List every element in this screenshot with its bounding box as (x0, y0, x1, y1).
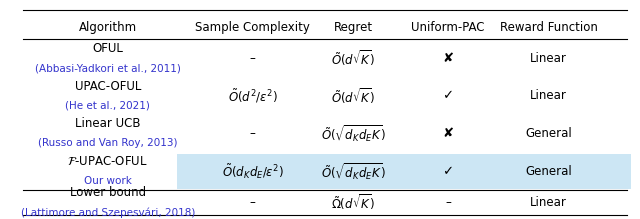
Text: $\tilde{O}(d^2/\epsilon^2)$: $\tilde{O}(d^2/\epsilon^2)$ (228, 87, 278, 105)
Text: UPAC-OFUL: UPAC-OFUL (75, 79, 141, 93)
Text: $\tilde{O}(\sqrt{d_K d_E K})$: $\tilde{O}(\sqrt{d_K d_E K})$ (321, 123, 386, 144)
Text: (He et al., 2021): (He et al., 2021) (65, 101, 150, 111)
Text: Linear UCB: Linear UCB (75, 117, 141, 130)
Text: $\mathcal{F}$-UPAC-OFUL: $\mathcal{F}$-UPAC-OFUL (67, 155, 148, 168)
Text: ✘: ✘ (442, 127, 454, 140)
Text: General: General (525, 165, 572, 178)
Text: –: – (250, 127, 255, 140)
Text: (Russo and Van Roy, 2013): (Russo and Van Roy, 2013) (38, 138, 178, 148)
Text: –: – (250, 196, 255, 209)
Text: (Lattimore and Szepesvári, 2018): (Lattimore and Szepesvári, 2018) (20, 207, 195, 217)
Text: Reward Function: Reward Function (500, 21, 598, 34)
Text: Uniform-PAC: Uniform-PAC (411, 21, 484, 34)
Text: Lower bound: Lower bound (70, 186, 146, 199)
Text: Linear: Linear (531, 52, 567, 65)
Text: –: – (250, 52, 255, 65)
Text: Our work: Our work (84, 176, 132, 186)
Text: OFUL: OFUL (92, 42, 124, 55)
Text: Linear: Linear (531, 196, 567, 209)
Text: General: General (525, 127, 572, 140)
Text: $\tilde{O}(d_K d_E/\epsilon^2)$: $\tilde{O}(d_K d_E/\epsilon^2)$ (221, 162, 284, 181)
FancyBboxPatch shape (177, 154, 630, 189)
Text: $\tilde{O}(d\sqrt{K})$: $\tilde{O}(d\sqrt{K})$ (332, 86, 376, 106)
Text: Sample Complexity: Sample Complexity (195, 21, 310, 34)
Text: ✘: ✘ (442, 52, 454, 65)
Text: $\tilde{O}(\sqrt{d_K d_E K})$: $\tilde{O}(\sqrt{d_K d_E K})$ (321, 161, 386, 182)
Text: ✓: ✓ (442, 89, 454, 102)
Text: $\tilde{\Omega}(d\sqrt{K})$: $\tilde{\Omega}(d\sqrt{K})$ (332, 193, 376, 212)
Text: Regret: Regret (334, 21, 373, 34)
Text: Algorithm: Algorithm (79, 21, 137, 34)
Text: –: – (445, 196, 451, 209)
Text: ✓: ✓ (442, 165, 454, 178)
Text: (Abbasi-Yadkori et al., 2011): (Abbasi-Yadkori et al., 2011) (35, 63, 181, 73)
Text: $\tilde{O}(d\sqrt{K})$: $\tilde{O}(d\sqrt{K})$ (332, 48, 376, 68)
Text: Linear: Linear (531, 89, 567, 102)
